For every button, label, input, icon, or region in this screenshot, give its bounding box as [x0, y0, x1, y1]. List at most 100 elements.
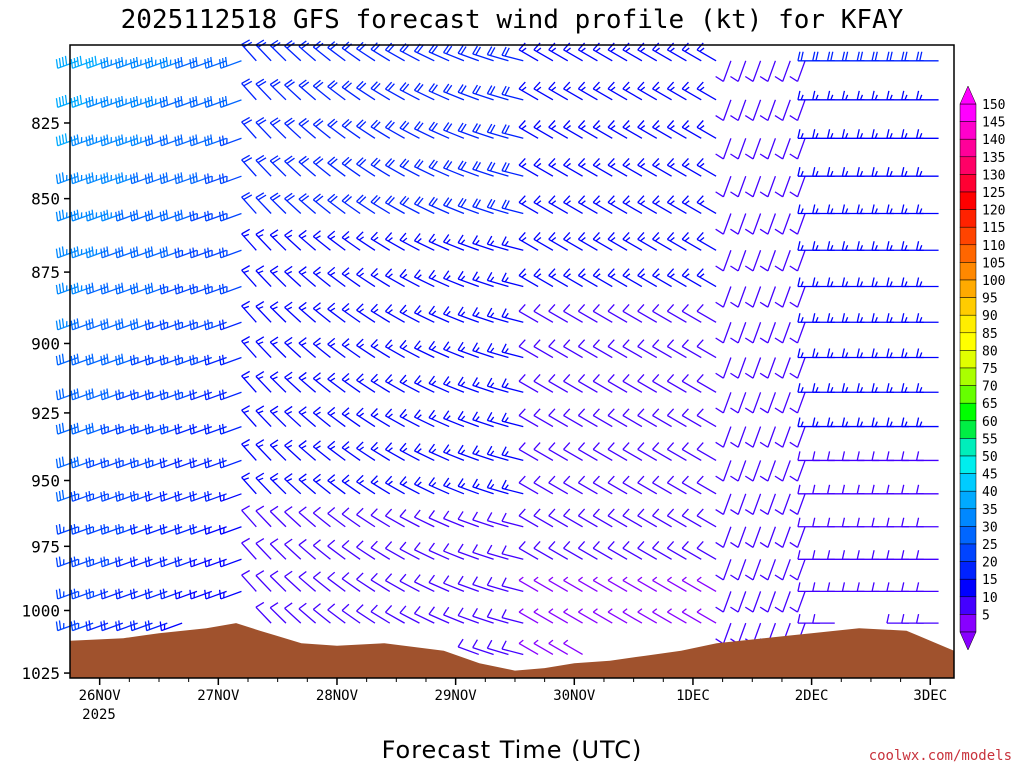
wind-barb [357, 120, 375, 138]
wind-barb [813, 582, 835, 591]
wind-barb [578, 340, 597, 358]
wind-barb [716, 176, 731, 197]
wind-barb [429, 607, 449, 623]
wind-barb [667, 82, 686, 100]
wind-barb [270, 506, 286, 526]
wind-barb [285, 474, 301, 494]
wind-barb [872, 582, 894, 591]
wind-barb [638, 541, 657, 559]
wind-barb [534, 340, 553, 358]
wind-barb [790, 250, 805, 271]
wind-barb [534, 509, 553, 527]
wind-barb [682, 374, 701, 392]
wind-barb [342, 339, 360, 358]
wind-barb [299, 41, 316, 61]
wind-barb [697, 82, 716, 100]
wind-barb [887, 518, 909, 527]
wind-barb [638, 374, 657, 392]
x-axis-title: Forecast Time (UTC) [382, 736, 643, 764]
colorbar-label: 35 [982, 503, 998, 518]
wind-barb [917, 129, 939, 138]
wind-barb [593, 340, 612, 358]
y-tick-label: 925 [31, 404, 60, 423]
wind-barb [697, 158, 716, 176]
wind-barb [285, 193, 301, 213]
wind-barb [256, 230, 271, 251]
wind-barb [270, 603, 286, 623]
wind-barb [313, 157, 330, 177]
credit-link[interactable]: coolwx.com/models [869, 748, 1012, 764]
wind-barb [623, 443, 642, 461]
wind-barb [371, 268, 390, 286]
wind-barb [608, 509, 627, 527]
wind-barb [917, 451, 939, 460]
wind-barb [285, 156, 301, 176]
wind-barb [578, 232, 597, 250]
wind-barb [638, 158, 657, 176]
wind-barb [682, 120, 701, 138]
wind-barb [593, 409, 612, 427]
wind-barb [730, 591, 745, 612]
wind-barb [608, 340, 627, 358]
wind-barb [534, 541, 553, 559]
wind-barb [697, 443, 716, 461]
wind-barb [667, 269, 686, 287]
wind-barb [578, 476, 597, 494]
wind-barb [220, 320, 242, 330]
colorbar-swatch [960, 579, 976, 597]
wind-barb [775, 250, 790, 271]
wind-barb [429, 341, 449, 357]
wind-barb [667, 476, 686, 494]
wind-barb [270, 40, 286, 60]
wind-barb [745, 176, 760, 197]
wind-barb [798, 518, 820, 527]
wind-barb [285, 302, 301, 322]
wind-barb [313, 194, 330, 214]
wind-barb [623, 82, 642, 100]
colorbar-swatch [960, 509, 976, 527]
wind-barb [857, 582, 879, 591]
wind-barb [285, 372, 301, 392]
wind-barb [564, 304, 583, 322]
wind-barb [444, 198, 464, 214]
wind-barb [578, 196, 597, 214]
wind-barb [429, 84, 449, 100]
wind-barb [653, 340, 672, 358]
wind-barb [730, 358, 745, 379]
wind-barb [638, 340, 657, 358]
wind-barb [328, 119, 346, 138]
wind-barb [242, 301, 257, 322]
wind-barb [342, 508, 360, 527]
colorbar-label: 65 [982, 397, 998, 412]
wind-barb [371, 304, 390, 322]
wind-barb [697, 120, 716, 138]
wind-barb [549, 158, 568, 176]
wind-barb [682, 340, 701, 358]
wind-barb [444, 576, 464, 592]
colorbar-label: 85 [982, 327, 998, 342]
wind-barb [270, 266, 286, 286]
colorbar-swatch [960, 456, 976, 474]
wind-barb [638, 409, 657, 427]
wind-barb [760, 527, 775, 548]
colorbar-label: 50 [982, 450, 998, 465]
wind-barb [638, 82, 657, 100]
wind-barb [902, 614, 924, 623]
wind-barb [328, 194, 346, 213]
wind-barb [242, 155, 257, 176]
wind-barb [242, 266, 257, 287]
wind-barb [299, 539, 316, 559]
wind-barb [745, 460, 760, 481]
wind-barb [682, 269, 701, 287]
wind-barb [653, 509, 672, 527]
wind-barb [653, 443, 672, 461]
wind-barb [798, 582, 820, 591]
wind-barb [578, 443, 597, 461]
wind-barb [444, 445, 464, 461]
colorbar-label: 45 [982, 468, 998, 483]
wind-barb [730, 138, 745, 159]
wind-barb [328, 540, 346, 559]
colorbar-swatch [960, 526, 976, 544]
wind-barb [716, 427, 731, 448]
wind-barb [357, 475, 375, 493]
